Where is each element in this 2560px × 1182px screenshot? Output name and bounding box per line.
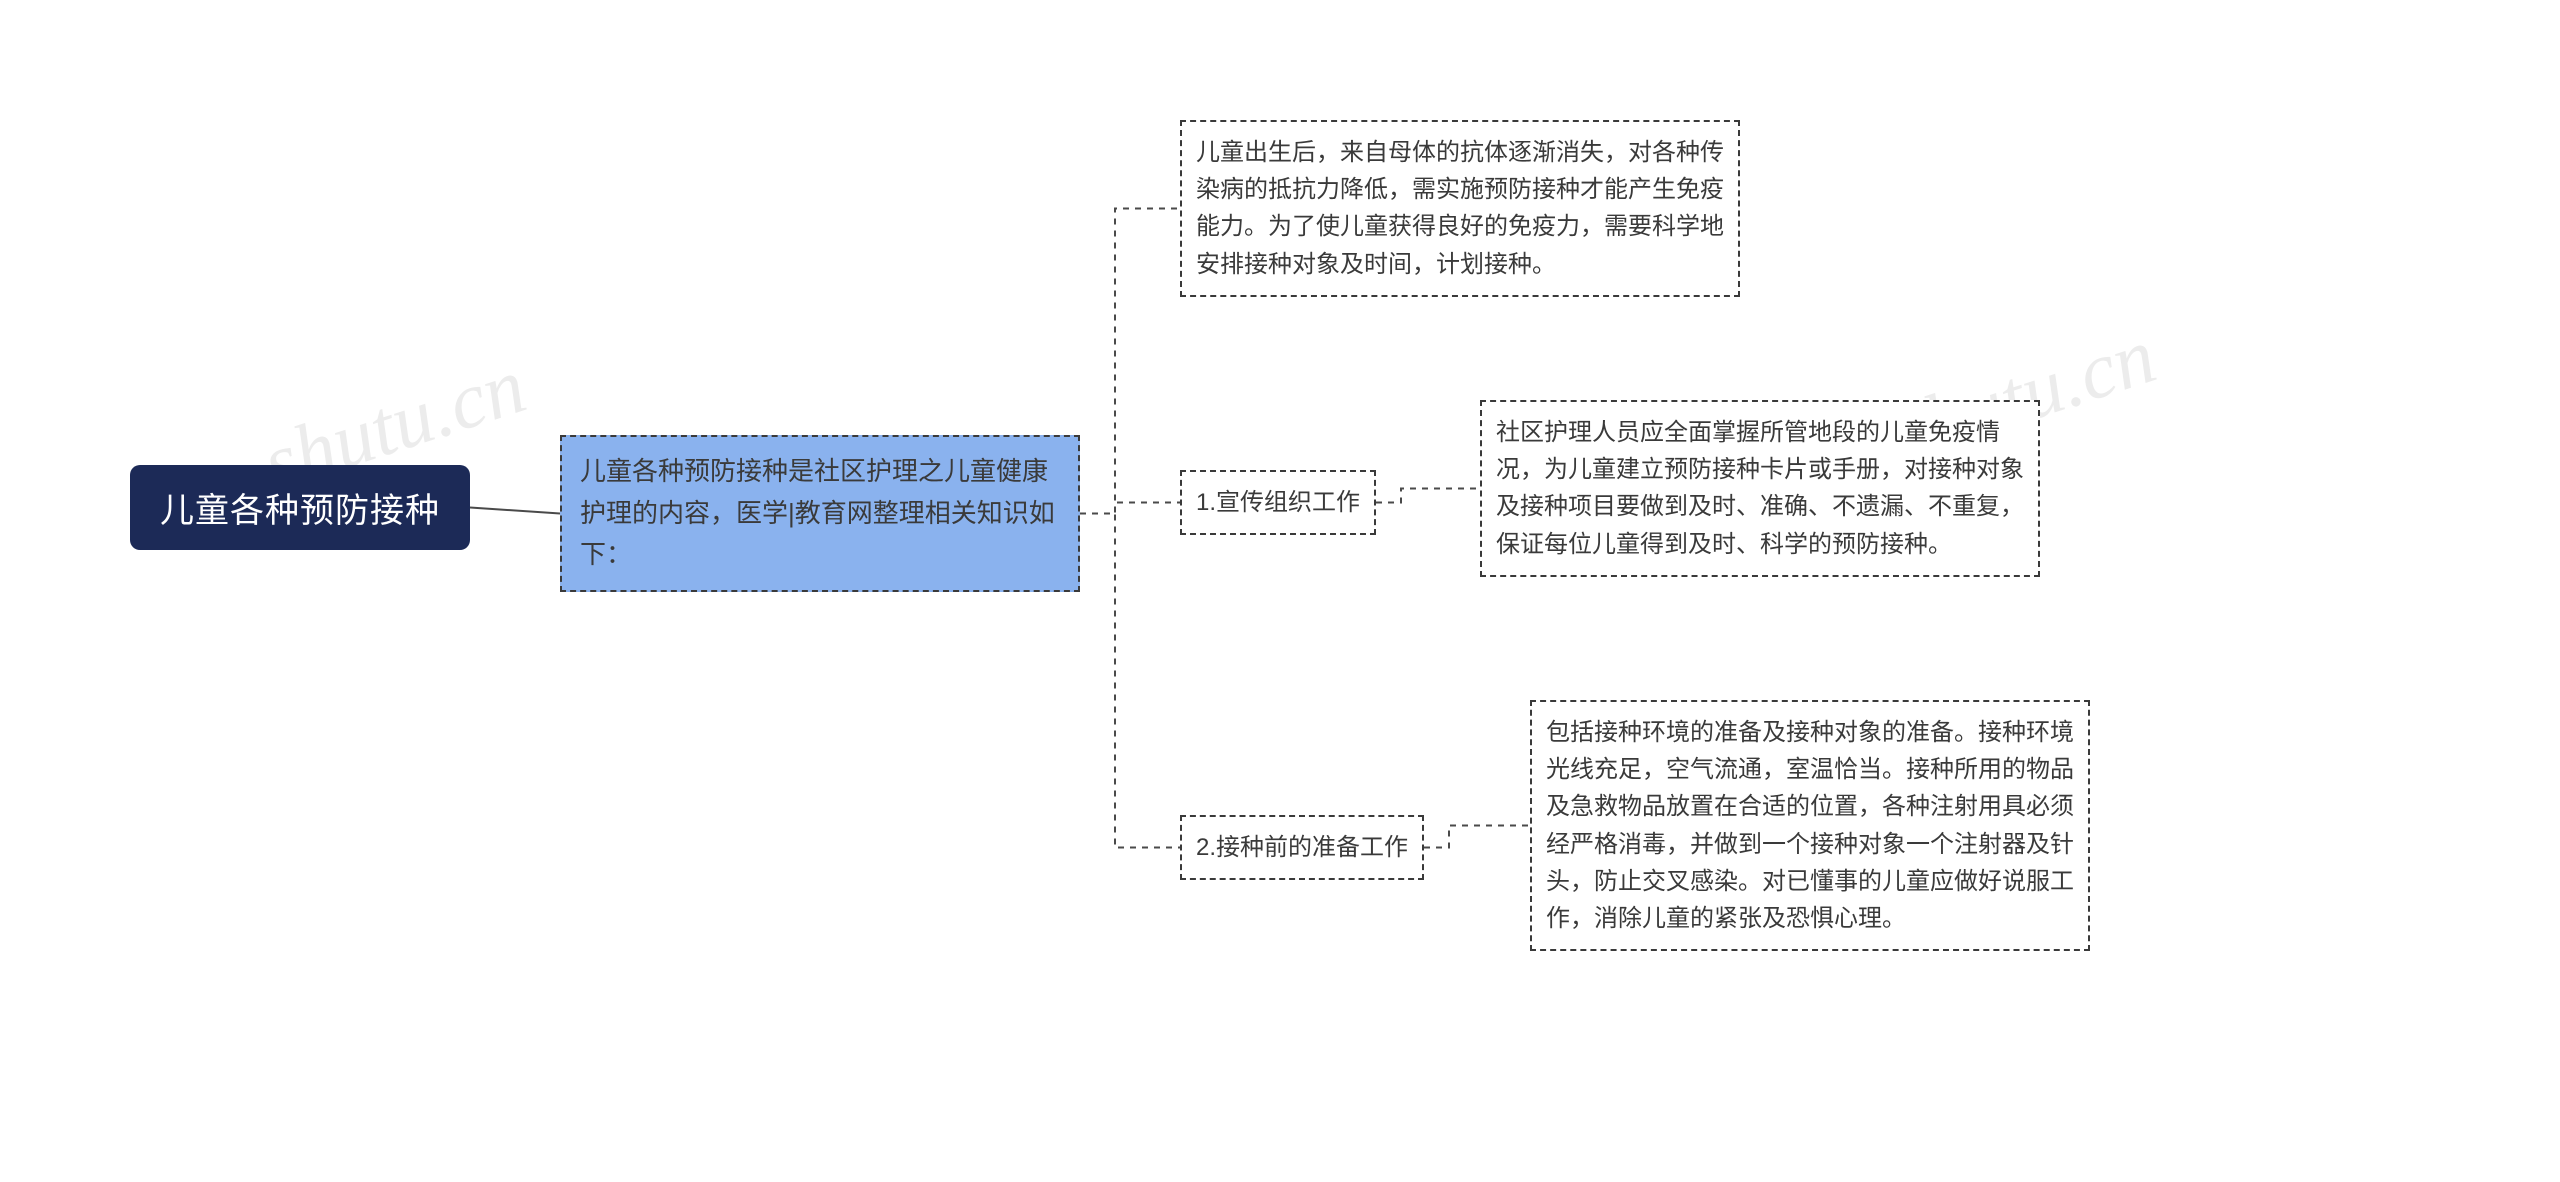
level1-node: 儿童各种预防接种是社区护理之儿童健康护理的内容，医学|教育网整理相关知识如下： xyxy=(560,435,1080,592)
branch-2-label: 2.接种前的准备工作 xyxy=(1180,815,1424,880)
level1-text: 儿童各种预防接种是社区护理之儿童健康护理的内容，医学|教育网整理相关知识如下： xyxy=(580,451,1060,576)
branch-0-detail-text: 儿童出生后，来自母体的抗体逐渐消失，对各种传染病的抵抗力降低，需实施预防接种才能… xyxy=(1196,134,1724,283)
branch-1-label-text: 1.宣传组织工作 xyxy=(1196,484,1360,521)
mindmap-canvas: shutu.cn shutu.cn 儿童各种预防接种 儿童各种预防接种是社区护理… xyxy=(0,0,2560,1182)
branch-2-label-text: 2.接种前的准备工作 xyxy=(1196,829,1408,866)
root-node: 儿童各种预防接种 xyxy=(130,465,470,550)
branch-1-label: 1.宣传组织工作 xyxy=(1180,470,1376,535)
root-text: 儿童各种预防接种 xyxy=(160,483,440,532)
branch-1-detail: 社区护理人员应全面掌握所管地段的儿童免疫情况，为儿童建立预防接种卡片或手册，对接… xyxy=(1480,400,2040,577)
branch-0-detail: 儿童出生后，来自母体的抗体逐渐消失，对各种传染病的抵抗力降低，需实施预防接种才能… xyxy=(1180,120,1740,297)
branch-2-detail: 包括接种环境的准备及接种对象的准备。接种环境光线充足，空气流通，室温恰当。接种所… xyxy=(1530,700,2090,951)
branch-1-detail-text: 社区护理人员应全面掌握所管地段的儿童免疫情况，为儿童建立预防接种卡片或手册，对接… xyxy=(1496,414,2024,563)
branch-2-detail-text: 包括接种环境的准备及接种对象的准备。接种环境光线充足，空气流通，室温恰当。接种所… xyxy=(1546,714,2074,937)
